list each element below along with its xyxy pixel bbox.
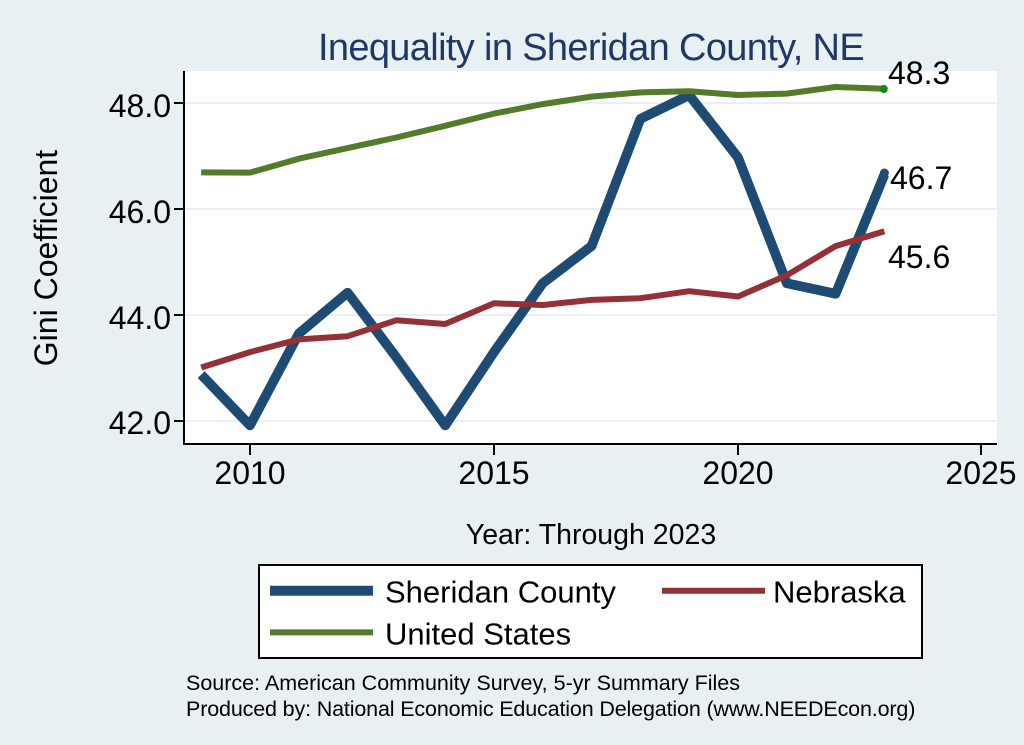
svg-text:42.0: 42.0 — [109, 405, 171, 441]
svg-text:44.0: 44.0 — [109, 300, 171, 336]
svg-text:Source: American Community Sur: Source: American Community Survey, 5-yr … — [186, 671, 740, 695]
svg-text:48.0: 48.0 — [109, 88, 171, 124]
svg-text:2010: 2010 — [214, 455, 285, 491]
svg-text:48.3: 48.3 — [888, 55, 950, 91]
svg-text:Nebraska: Nebraska — [773, 575, 906, 610]
svg-text:Produced by: National Economic: Produced by: National Economic Education… — [186, 697, 915, 721]
svg-text:46.0: 46.0 — [109, 194, 171, 230]
svg-text:46.7: 46.7 — [890, 160, 952, 196]
svg-text:2015: 2015 — [458, 455, 529, 491]
svg-text:United States: United States — [385, 616, 571, 651]
svg-text:Year: Through 2023: Year: Through 2023 — [466, 519, 716, 551]
svg-text:45.6: 45.6 — [888, 239, 950, 275]
svg-text:2020: 2020 — [702, 455, 773, 491]
svg-text:Inequality in Sheridan County,: Inequality in Sheridan County, NE — [318, 27, 864, 69]
svg-text:Sheridan County: Sheridan County — [385, 575, 616, 610]
svg-text:Gini Coefficient: Gini Coefficient — [28, 150, 64, 367]
svg-text:2025: 2025 — [945, 455, 1016, 491]
